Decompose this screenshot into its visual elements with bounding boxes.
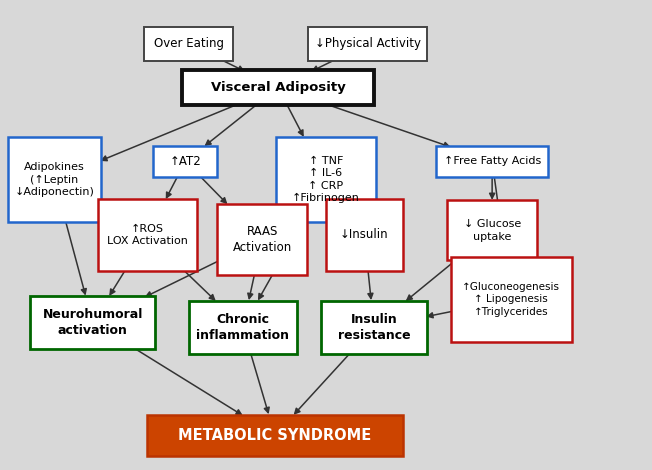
FancyBboxPatch shape — [326, 199, 403, 271]
Text: ↓Insulin: ↓Insulin — [340, 228, 389, 242]
Text: Adipokines
(↑Leptin
↓Adiponectin): Adipokines (↑Leptin ↓Adiponectin) — [14, 162, 95, 197]
FancyBboxPatch shape — [31, 296, 155, 349]
FancyBboxPatch shape — [98, 199, 197, 271]
Text: ↓ Glucose
uptake: ↓ Glucose uptake — [464, 219, 521, 242]
Text: ↑Free Fatty Acids: ↑Free Fatty Acids — [443, 156, 541, 166]
FancyBboxPatch shape — [217, 204, 307, 275]
Text: ↑Gluconeogenesis
↑ Lipogenesis
↑Triglycerides: ↑Gluconeogenesis ↑ Lipogenesis ↑Triglyce… — [462, 282, 560, 317]
Text: Visceral Adiposity: Visceral Adiposity — [211, 81, 346, 94]
Text: Insulin
resistance: Insulin resistance — [338, 313, 410, 342]
Text: Over Eating: Over Eating — [154, 37, 224, 50]
FancyBboxPatch shape — [308, 27, 426, 61]
Text: Chronic
inflammation: Chronic inflammation — [196, 313, 289, 342]
FancyBboxPatch shape — [8, 137, 101, 222]
FancyBboxPatch shape — [447, 201, 537, 260]
FancyBboxPatch shape — [321, 301, 426, 353]
Text: RAAS
Activation: RAAS Activation — [233, 225, 291, 254]
FancyBboxPatch shape — [451, 257, 572, 342]
FancyBboxPatch shape — [153, 146, 217, 177]
Text: ↑ TNF
↑ IL-6
↑ CRP
↑Fibrinogen: ↑ TNF ↑ IL-6 ↑ CRP ↑Fibrinogen — [292, 156, 360, 204]
Text: METABOLIC SYNDROME: METABOLIC SYNDROME — [178, 428, 372, 443]
FancyBboxPatch shape — [188, 301, 297, 353]
FancyBboxPatch shape — [144, 27, 233, 61]
Text: Neurohumoral
activation: Neurohumoral activation — [42, 308, 143, 337]
FancyBboxPatch shape — [436, 146, 548, 177]
Text: ↑AT2: ↑AT2 — [170, 155, 201, 168]
FancyBboxPatch shape — [183, 70, 374, 105]
Text: ↓Physical Activity: ↓Physical Activity — [314, 37, 421, 50]
Text: ↑ROS
LOX Activation: ↑ROS LOX Activation — [107, 224, 188, 246]
FancyBboxPatch shape — [276, 137, 376, 222]
FancyBboxPatch shape — [147, 415, 403, 456]
